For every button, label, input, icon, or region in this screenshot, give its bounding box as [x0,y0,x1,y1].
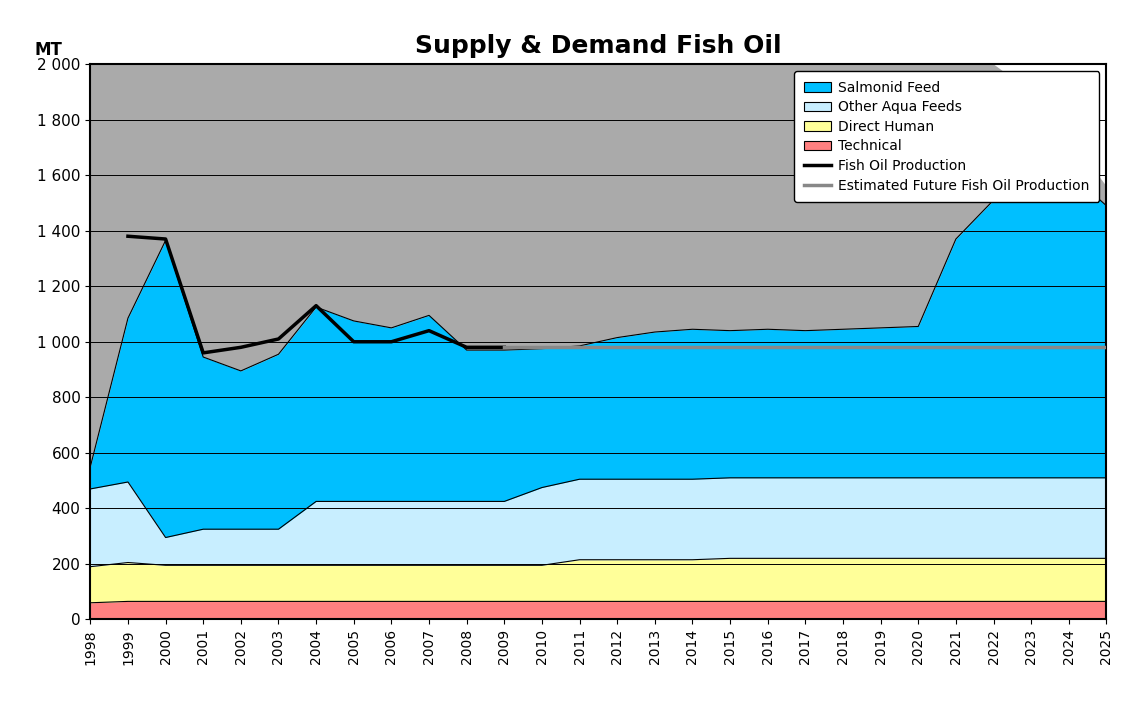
Title: Supply & Demand Fish Oil: Supply & Demand Fish Oil [415,34,781,58]
Legend: Salmonid Feed, Other Aqua Feeds, Direct Human, Technical, Fish Oil Production, E: Salmonid Feed, Other Aqua Feeds, Direct … [794,71,1100,202]
Text: MT: MT [35,41,62,58]
